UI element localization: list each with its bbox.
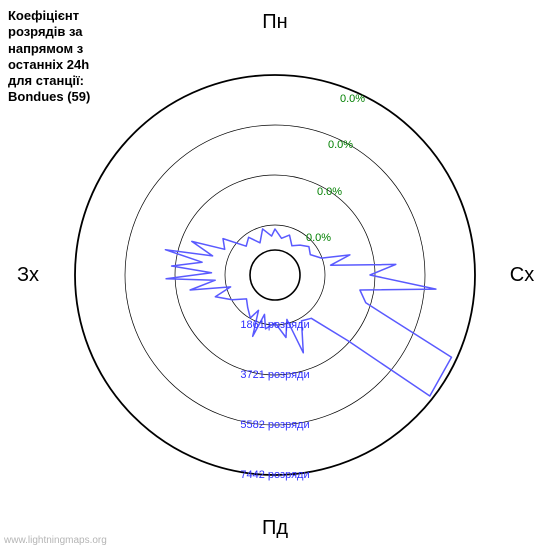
cardinal-label: Зх <box>17 264 39 286</box>
footer-credit: www.lightningmaps.org <box>4 535 107 546</box>
cardinal-label: Пд <box>262 517 288 539</box>
ring-label-count: 3721 розряди <box>240 369 309 381</box>
polar-chart: 0.0% 0.0% 0.0% 0.0% 1861 розряди 3721 розряди… <box>0 0 550 550</box>
cardinal-label: Сх <box>510 264 534 286</box>
ring-label-percent: 0.0% <box>340 93 365 105</box>
cardinal-label: Пн <box>262 11 287 33</box>
ring-label-count: 5582 розряди <box>240 419 309 431</box>
chart-title: Коефіцієнт розрядів за напрямом з останн… <box>8 8 90 106</box>
ring-label-percent: 0.0% <box>306 232 331 244</box>
ring-label-percent: 0.0% <box>317 186 342 198</box>
ring-label-count: 1861 розряди <box>240 319 309 331</box>
ring-label-count: 7442 розряди <box>240 469 309 481</box>
ring-label-percent: 0.0% <box>328 139 353 151</box>
center-circle <box>250 250 300 300</box>
